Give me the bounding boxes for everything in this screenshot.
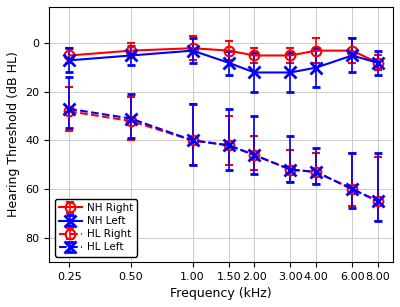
Y-axis label: Hearing Threshold (dB HL): Hearing Threshold (dB HL)	[7, 52, 20, 217]
Legend: NH Right, NH Left, HL Right, HL Left: NH Right, NH Left, HL Right, HL Left	[54, 199, 137, 257]
X-axis label: Frequency (kHz): Frequency (kHz)	[170, 287, 272, 300]
